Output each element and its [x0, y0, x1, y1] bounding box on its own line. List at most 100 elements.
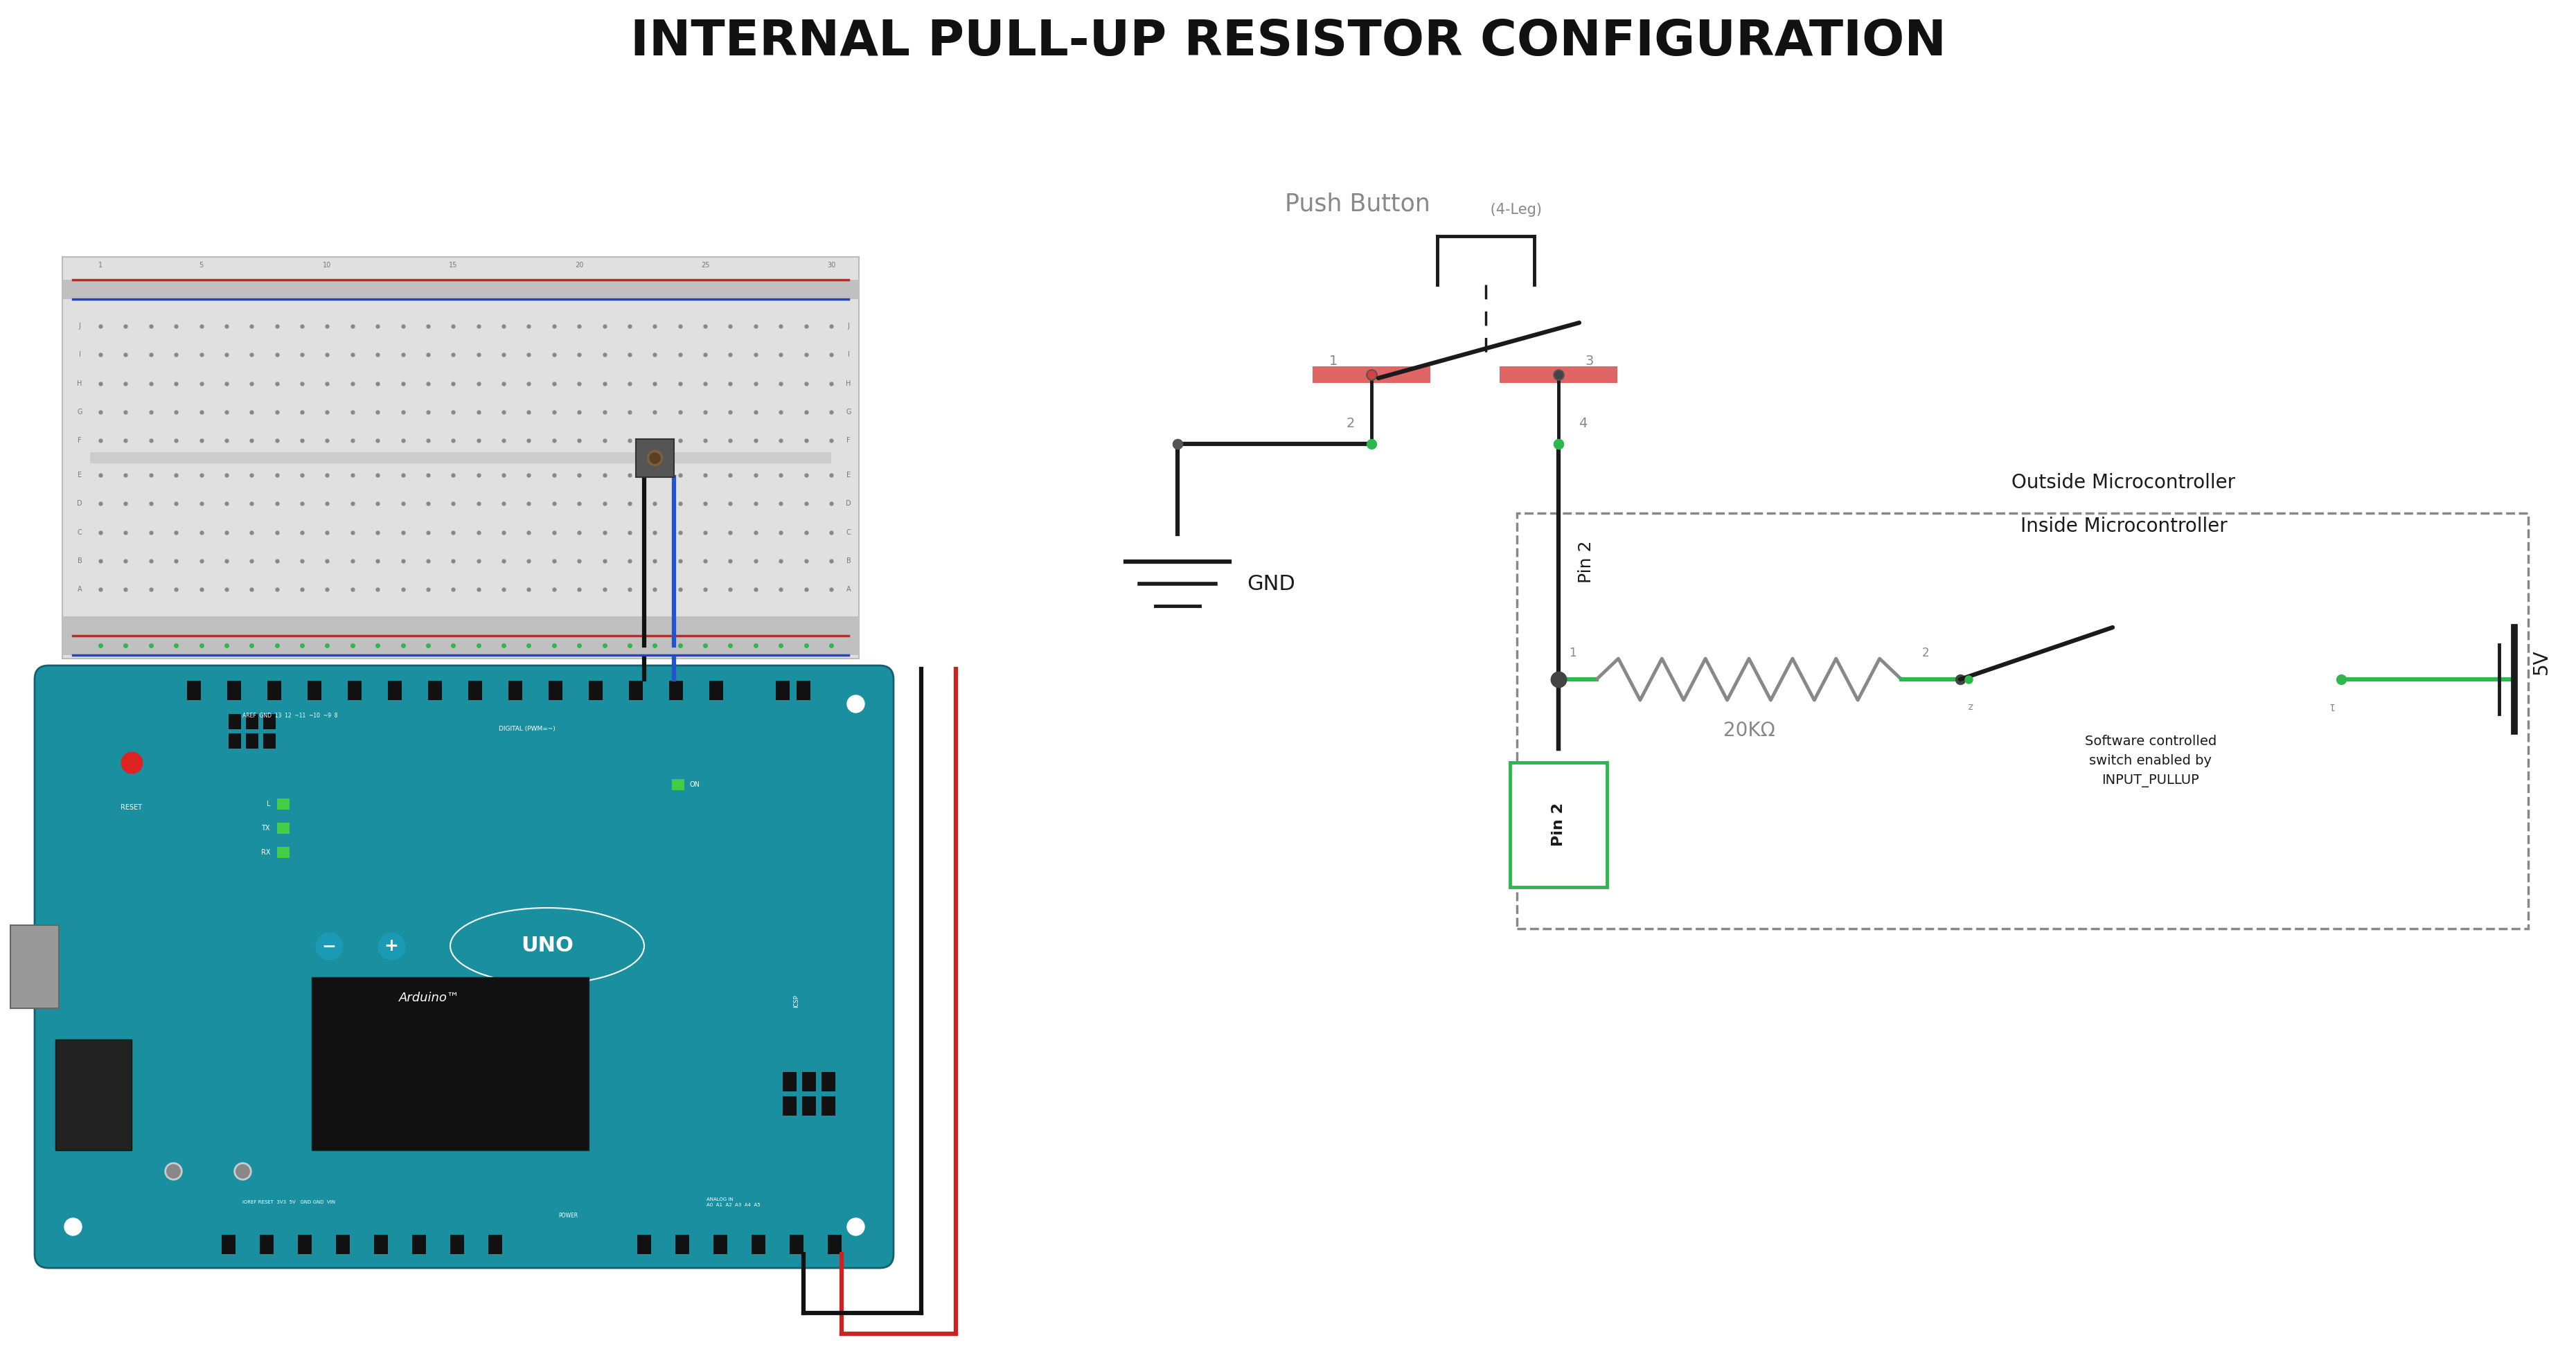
Text: 10: 10	[322, 262, 332, 269]
Text: Push Button: Push Button	[1285, 191, 1430, 216]
Bar	[229, 714, 242, 729]
Text: 1: 1	[1329, 354, 1337, 368]
Bar	[229, 733, 242, 748]
FancyBboxPatch shape	[62, 257, 858, 659]
Bar	[1517, 513, 2527, 929]
Text: 2: 2	[1347, 417, 1355, 429]
Text: Arduino™: Arduino™	[399, 991, 461, 1004]
Bar	[590, 680, 603, 701]
Bar	[299, 1234, 312, 1255]
Bar	[675, 1234, 690, 1255]
Text: +: +	[384, 937, 399, 955]
Text: UNO: UNO	[520, 936, 574, 956]
Bar	[827, 1234, 842, 1255]
Text: C: C	[77, 528, 82, 535]
Bar	[1499, 367, 1618, 383]
Bar	[245, 714, 258, 729]
Bar	[263, 714, 276, 729]
Bar	[428, 680, 443, 701]
Text: 5: 5	[198, 262, 204, 269]
Bar	[801, 1096, 817, 1116]
Text: ANALOG IN
A0  A1  A2  A3  A4  A5: ANALOG IN A0 A1 A2 A3 A4 A5	[706, 1198, 760, 1207]
Bar	[549, 680, 562, 701]
Bar	[801, 1071, 817, 1092]
Text: H: H	[77, 380, 82, 387]
Bar	[90, 452, 832, 463]
Text: 20KΩ: 20KΩ	[1723, 721, 1775, 740]
Bar	[335, 1234, 350, 1255]
Text: Software controlled
switch enabled by
INPUT_PULLUP: Software controlled switch enabled by IN…	[2084, 735, 2215, 788]
Bar	[188, 680, 201, 701]
Bar	[227, 680, 242, 701]
Text: E: E	[848, 471, 850, 478]
Bar	[222, 1234, 234, 1255]
Bar	[775, 680, 791, 701]
Text: G: G	[845, 409, 850, 416]
Text: B: B	[845, 557, 850, 564]
Text: C: C	[845, 528, 850, 535]
Text: TX: TX	[263, 824, 270, 831]
Text: ON: ON	[690, 781, 701, 788]
Bar	[268, 680, 281, 701]
Bar	[1314, 367, 1430, 383]
Text: 30: 30	[827, 262, 835, 269]
Text: A: A	[77, 585, 82, 593]
Bar	[822, 1096, 835, 1116]
Bar	[62, 280, 858, 299]
Bar	[57, 1039, 131, 1150]
FancyBboxPatch shape	[1510, 762, 1607, 887]
Text: H: H	[845, 380, 850, 387]
Text: 4: 4	[1579, 417, 1587, 429]
Bar	[796, 680, 811, 701]
Bar	[312, 978, 590, 1150]
Text: F: F	[77, 437, 82, 444]
Bar	[791, 1234, 804, 1255]
Text: A: A	[845, 585, 850, 593]
Bar	[822, 1071, 835, 1092]
Text: L: L	[265, 800, 270, 808]
Text: 1: 1	[2329, 701, 2334, 710]
Text: −: −	[322, 937, 337, 955]
Bar	[783, 1096, 796, 1116]
Text: E: E	[77, 471, 82, 478]
Text: RESET: RESET	[121, 804, 142, 811]
Text: 5V: 5V	[2532, 649, 2550, 675]
Text: Pin 2: Pin 2	[1551, 803, 1566, 846]
Bar	[636, 439, 675, 477]
Bar	[752, 1234, 765, 1255]
Text: Outside Microcontroller: Outside Microcontroller	[2012, 473, 2236, 493]
Text: IOREF RESET  3V3  5V   GND GND  VIN: IOREF RESET 3V3 5V GND GND VIN	[242, 1200, 335, 1205]
Text: 2: 2	[1922, 646, 1929, 659]
Text: 3: 3	[1584, 354, 1595, 368]
Bar	[62, 617, 858, 655]
Text: Pin 2: Pin 2	[1579, 540, 1595, 583]
Text: D: D	[845, 500, 850, 507]
Text: POWER: POWER	[559, 1213, 577, 1219]
Bar	[469, 680, 482, 701]
Text: (4-Leg): (4-Leg)	[1486, 202, 1543, 217]
Bar	[412, 1234, 425, 1255]
FancyBboxPatch shape	[33, 665, 894, 1268]
Bar	[374, 1234, 389, 1255]
Bar	[636, 1234, 652, 1255]
Bar	[307, 680, 322, 701]
Bar	[263, 733, 276, 748]
Bar	[451, 1234, 464, 1255]
Bar	[708, 680, 724, 701]
Bar	[278, 847, 289, 858]
Text: GND: GND	[1247, 573, 1296, 593]
Text: DIGITAL (PWM=~): DIGITAL (PWM=~)	[500, 727, 556, 732]
Text: F: F	[848, 437, 850, 444]
Text: 1: 1	[98, 262, 103, 269]
Text: AREF  GND  13  12  ~11  ~10  ~9  8: AREF GND 13 12 ~11 ~10 ~9 8	[242, 712, 337, 718]
Bar	[489, 1234, 502, 1255]
Text: 1: 1	[1569, 646, 1577, 659]
Text: Inside Microcontroller: Inside Microcontroller	[2020, 516, 2228, 536]
Bar	[389, 680, 402, 701]
Bar	[507, 680, 523, 701]
Bar	[260, 1234, 273, 1255]
Bar	[278, 823, 289, 834]
Text: 20: 20	[574, 262, 585, 269]
Bar	[714, 1234, 726, 1255]
Text: G: G	[77, 409, 82, 416]
